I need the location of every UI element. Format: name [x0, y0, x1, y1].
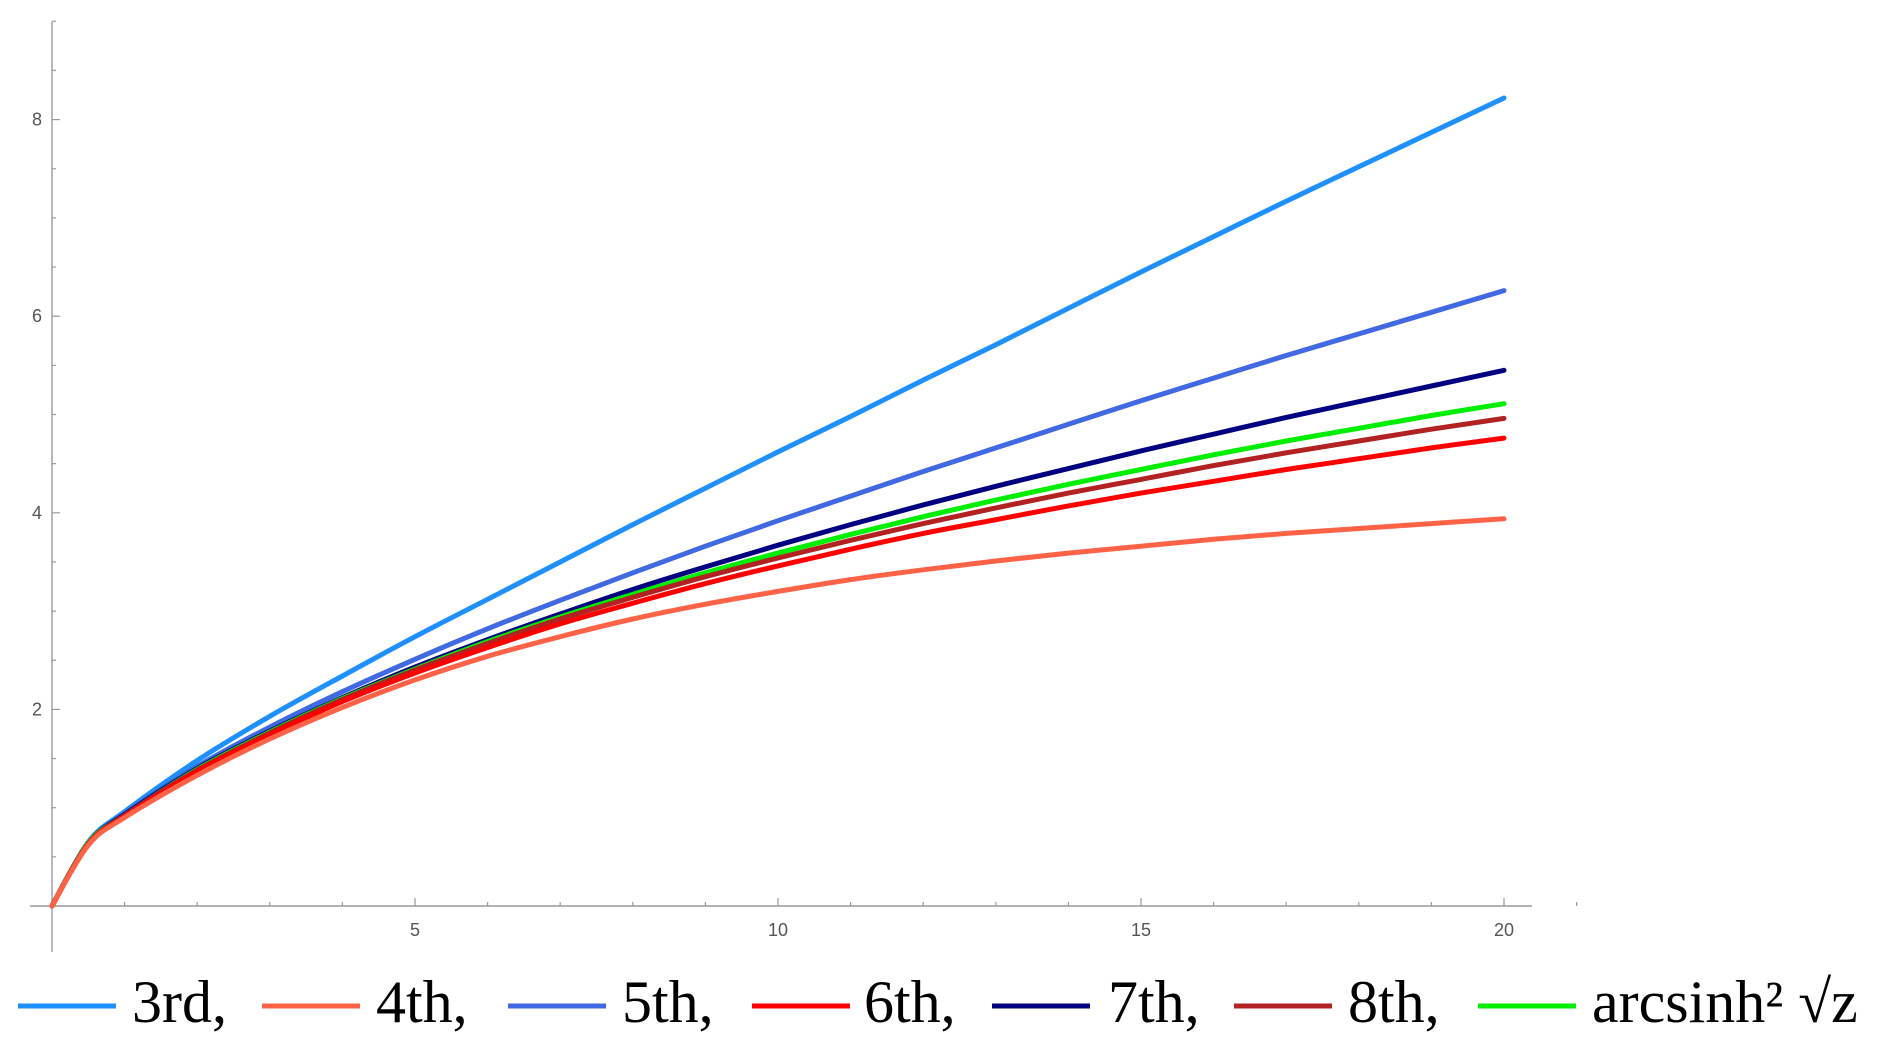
x-tick-label: 20 — [1494, 920, 1514, 940]
y-tick-label: 4 — [32, 503, 42, 523]
series-line-6 — [49, 415, 1507, 909]
legend-label-2: 4th, — [376, 969, 468, 1035]
series-group — [49, 95, 1507, 909]
x-tick-label: 5 — [410, 920, 420, 940]
series-line-4 — [49, 435, 1507, 909]
y-tick-label: 6 — [32, 306, 42, 326]
legend-label-7: arcsinh² √z — [1592, 969, 1858, 1035]
axes: 5 10 15 20 2 4 6 8 — [30, 20, 1578, 952]
series-line-1 — [49, 95, 1507, 909]
legend-label-3: 5th, — [622, 969, 714, 1035]
series-line-3 — [49, 288, 1507, 909]
y-tick-label: 2 — [32, 699, 42, 719]
series-line-7 — [49, 401, 1507, 909]
x-tick-label: 15 — [1131, 920, 1151, 940]
legend-label-1: 3rd, — [132, 969, 227, 1035]
legend-label-6: 8th, — [1348, 969, 1440, 1035]
y-tick-label: 8 — [32, 110, 42, 130]
legend-label-5: 7th, — [1108, 969, 1200, 1035]
legend: 3rd, 4th, 5th, 6th, 7th, 8th, arcsinh² √z — [18, 969, 1858, 1035]
series-line-2 — [49, 516, 1507, 909]
legend-label-4: 6th, — [864, 969, 956, 1035]
x-tick-label: 10 — [768, 920, 788, 940]
